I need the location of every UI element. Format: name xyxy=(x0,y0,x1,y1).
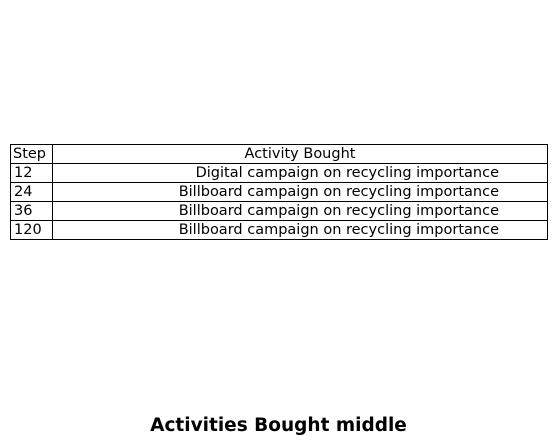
table-row: 36 Billboard campaign on recycling impor… xyxy=(10,201,548,221)
activity-cell: Billboard campaign on recycling importan… xyxy=(52,182,548,202)
step-cell: 120 xyxy=(10,220,53,240)
step-cell: 24 xyxy=(10,182,53,202)
table-row: 120 Billboard campaign on recycling impo… xyxy=(10,220,548,240)
column-header-step: Step xyxy=(10,144,53,164)
activity-cell: Digital campaign on recycling importance xyxy=(52,163,548,183)
activities-table: Step Activity Bought 12 Digital campaign… xyxy=(10,144,548,240)
step-cell: 36 xyxy=(10,201,53,221)
table-header-row: Step Activity Bought xyxy=(10,144,548,164)
step-cell: 12 xyxy=(10,163,53,183)
column-header-activity: Activity Bought xyxy=(52,144,548,164)
table-row: 12 Digital campaign on recycling importa… xyxy=(10,163,548,183)
table-row: 24 Billboard campaign on recycling impor… xyxy=(10,182,548,202)
chart-title: Activities Bought middle xyxy=(150,415,407,436)
activity-cell: Billboard campaign on recycling importan… xyxy=(52,220,548,240)
activity-cell: Billboard campaign on recycling importan… xyxy=(52,201,548,221)
